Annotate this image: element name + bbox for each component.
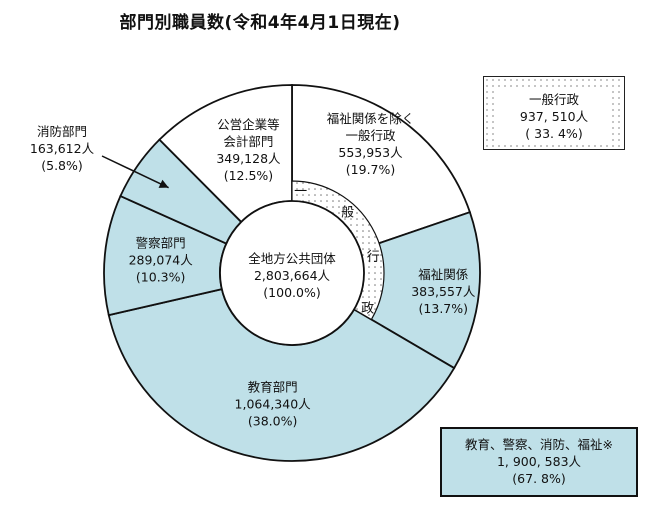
general-admin-percent: ( 33. 4%) [525,126,583,141]
slice-label-6: 公営企業等会計部門 349,128人(12.5%) [216,117,281,183]
center-circle [219,200,365,346]
combined-value: 1, 900, 583人 [496,454,582,469]
slice-label-1: 福祉関係を除く一般行政 553,953人(19.7%) [327,111,415,177]
combined-percent: (67. 8%) [512,471,566,486]
arrow-line [101,155,169,189]
general-admin-label: 一般行政 [528,92,579,107]
ring-char: 政 [361,301,374,316]
combined-box: 教育、警察、消防、福祉※ 1, 900, 583人 (67. 8%) [440,427,638,497]
ring-char: 般 [341,204,354,220]
ring-char: 行 [367,250,380,265]
center-label: 全地方公共団体 2,803,664人(100.0%) [248,251,336,300]
slice-label-3: 教育部門 1,064,340人(38.0%) [235,380,312,429]
slice-label-2: 福祉関係 383,557人(13.7%) [411,267,476,316]
ring-char: 一 [294,184,307,199]
general-admin-value: 937, 510人 [519,109,589,124]
combined-label: 教育、警察、消防、福祉※ [465,437,613,452]
arrow-head [158,179,169,188]
chart-title: 部門別職員数(令和4年4月1日現在) [119,13,401,33]
slice-label-5: 消防部門 163,612人(5.8%) [30,124,95,173]
slice-label-4: 警察部門 289,074人(10.3%) [129,235,194,284]
general-admin-box: 一般行政 937, 510人 ( 33. 4%) [483,76,625,150]
